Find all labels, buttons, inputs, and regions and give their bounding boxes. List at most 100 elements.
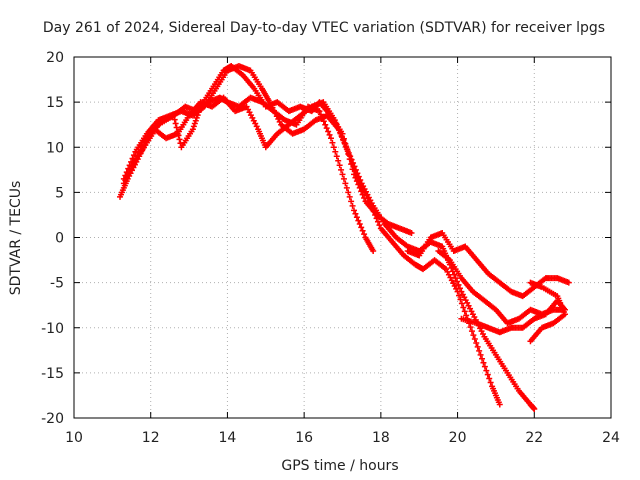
- data-point: [131, 160, 138, 167]
- data-point: [191, 120, 198, 127]
- chart-title: Day 261 of 2024, Sidereal Day-to-day VTE…: [43, 20, 605, 36]
- y-tick-label: -5: [50, 276, 64, 292]
- data-point: [372, 211, 379, 218]
- data-point: [370, 248, 377, 255]
- data-point: [335, 157, 342, 164]
- plot-area: [117, 63, 572, 412]
- data-point: [173, 124, 180, 131]
- grid-lines: [74, 57, 611, 418]
- y-tick-label: 0: [55, 231, 64, 247]
- data-point: [347, 156, 354, 163]
- data-point: [481, 363, 488, 370]
- data-point: [137, 146, 144, 153]
- data-point: [132, 156, 139, 163]
- data-point: [471, 336, 478, 343]
- data-point: [369, 205, 376, 212]
- y-tick-label: -10: [41, 321, 64, 337]
- data-point: [343, 184, 350, 191]
- data-point: [496, 401, 503, 408]
- data-point: [331, 117, 338, 124]
- data-point: [455, 281, 462, 288]
- data-point: [193, 114, 200, 121]
- x-tick-label: 12: [142, 430, 160, 446]
- data-point: [345, 189, 352, 196]
- data-point: [373, 215, 380, 222]
- data-point: [336, 162, 343, 169]
- data-point: [342, 180, 349, 187]
- series-track-7: [527, 279, 568, 345]
- data-point: [329, 139, 336, 146]
- data-point: [349, 160, 356, 167]
- data-point: [327, 135, 334, 142]
- data-point: [135, 149, 142, 156]
- axis-ticks: 10 12 14 16 18 20 22 24 -20 -15 -10 -5 0 5 10 15 20: [41, 50, 620, 446]
- data-point: [353, 214, 360, 221]
- data-point: [477, 351, 484, 358]
- data-point: [334, 123, 341, 130]
- data-point: [460, 304, 467, 311]
- data-point: [129, 155, 136, 162]
- data-point: [457, 296, 464, 303]
- data-point: [486, 375, 493, 382]
- data-point: [346, 152, 353, 159]
- data-point: [448, 264, 455, 271]
- x-tick-label: 24: [602, 430, 620, 446]
- data-point: [474, 343, 481, 350]
- data-point: [128, 158, 135, 165]
- data-point: [480, 359, 487, 366]
- x-tick-label: 22: [525, 430, 543, 446]
- data-point: [333, 153, 340, 160]
- data-point: [138, 143, 145, 150]
- data-point: [479, 355, 486, 362]
- data-point: [192, 117, 199, 124]
- data-point: [356, 220, 363, 227]
- data-point: [322, 121, 329, 128]
- y-tick-label: 20: [46, 50, 64, 66]
- x-axis-label: GPS time / hours: [281, 458, 398, 474]
- series-track-2: [120, 63, 415, 236]
- data-point: [340, 175, 347, 182]
- data-point: [370, 208, 377, 215]
- data-point: [336, 127, 343, 134]
- y-tick-label: 15: [46, 95, 64, 111]
- data-point: [130, 152, 137, 159]
- series-track-6: [435, 248, 568, 336]
- data-point: [461, 308, 468, 315]
- data-point: [172, 120, 179, 127]
- data-point: [456, 292, 463, 299]
- data-point: [350, 163, 357, 170]
- data-point: [458, 315, 465, 322]
- data-point: [341, 140, 348, 147]
- data-point: [361, 231, 368, 238]
- x-tick-label: 18: [372, 430, 390, 446]
- data-point: [374, 218, 381, 225]
- data-point: [339, 171, 346, 178]
- data-point: [527, 279, 534, 286]
- data-point: [343, 144, 350, 151]
- data-point: [468, 328, 475, 335]
- data-point: [367, 201, 374, 208]
- data-point: [126, 162, 133, 169]
- data-point: [454, 288, 461, 295]
- x-tick-label: 16: [295, 430, 313, 446]
- data-point: [463, 312, 470, 319]
- data-point: [323, 125, 330, 132]
- data-point: [120, 175, 127, 182]
- y-tick-label: -20: [41, 411, 64, 427]
- data-point: [134, 153, 141, 160]
- x-tick-label: 20: [449, 430, 467, 446]
- data-point: [125, 165, 132, 172]
- data-point: [366, 198, 373, 205]
- data-point: [123, 169, 130, 176]
- data-point: [330, 144, 337, 151]
- data-point: [348, 198, 355, 205]
- data-point: [349, 202, 356, 209]
- data-point: [376, 222, 383, 229]
- data-point: [359, 227, 366, 234]
- y-tick-label: 5: [55, 185, 64, 201]
- data-point: [338, 166, 345, 173]
- data-point: [129, 163, 136, 170]
- data-point: [190, 123, 197, 130]
- data-point: [352, 210, 359, 217]
